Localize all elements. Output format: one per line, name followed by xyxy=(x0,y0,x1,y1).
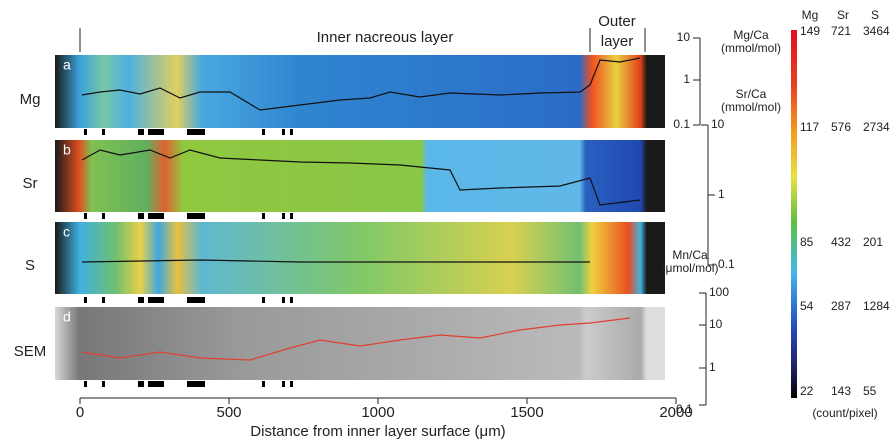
tick: 10 xyxy=(709,317,723,331)
colorbar-label: 143 xyxy=(831,384,851,398)
map-sem xyxy=(55,307,665,380)
map-mg xyxy=(55,55,665,128)
tick: 0.1 xyxy=(673,117,690,131)
tick: 0.1 xyxy=(676,402,693,416)
axis-label: (mmol/mol) xyxy=(721,100,781,114)
colorbar-label: 1284 xyxy=(863,299,890,313)
colorbar-header: Mg xyxy=(802,8,819,22)
axis-label: Mn/Ca xyxy=(672,248,708,262)
tick: 10 xyxy=(711,117,725,131)
right-axis xyxy=(693,37,715,406)
tick: 10 xyxy=(677,30,691,44)
tick: 100 xyxy=(709,285,729,299)
profile xyxy=(81,317,631,361)
profile xyxy=(81,57,641,111)
colorbar-unit: (count/pixel) xyxy=(812,406,877,420)
colorbar-label: 201 xyxy=(863,235,883,249)
profile xyxy=(81,259,590,263)
row-label: SEM xyxy=(14,343,47,360)
colorbar-label: 432 xyxy=(831,235,851,249)
x-tick-label: 1500 xyxy=(510,404,543,421)
panel-letter: c xyxy=(63,224,70,240)
row-label: Mg xyxy=(20,91,41,108)
header-outer: Outer xyxy=(598,13,636,30)
x-tick-label: 500 xyxy=(216,404,241,421)
panel-letter: b xyxy=(63,142,71,158)
colorbar-label: 55 xyxy=(863,384,877,398)
colorbar xyxy=(791,30,797,398)
map-sr xyxy=(55,140,665,212)
panel-letter: a xyxy=(63,57,71,73)
x-tick-label: 0 xyxy=(76,404,84,421)
tick: 1 xyxy=(718,187,725,201)
axis-label: Mg/Ca xyxy=(733,28,769,42)
x-axis xyxy=(79,397,677,404)
colorbar-label: 85 xyxy=(800,235,814,249)
colorbar-label: 22 xyxy=(800,384,814,398)
colorbar-header: S xyxy=(871,8,879,22)
tick: 1 xyxy=(683,72,690,86)
colorbar-label: 2734 xyxy=(863,120,890,134)
colorbar-label: 117 xyxy=(800,120,819,134)
profile xyxy=(81,149,641,206)
x-axis-label: Distance from inner layer surface (μm) xyxy=(250,423,505,440)
colorbar-label: 149 xyxy=(800,24,820,38)
colorbar-label: 3464 xyxy=(863,24,890,38)
tick: 0.1 xyxy=(718,257,735,271)
axis-label: Sr/Ca xyxy=(736,87,767,101)
map-s xyxy=(55,222,665,294)
marks xyxy=(84,129,293,387)
colorbar-label: 287 xyxy=(831,299,851,313)
colorbar-label: 576 xyxy=(831,120,851,134)
tick: 1 xyxy=(709,360,716,374)
axis-label: (mmol/mol) xyxy=(721,41,781,55)
x-tick-label: 2000 xyxy=(659,404,692,421)
header-inner: Inner nacreous layer xyxy=(317,29,454,46)
header-outer: layer xyxy=(601,33,634,50)
row-label: S xyxy=(25,257,35,274)
x-tick-label: 1000 xyxy=(361,404,394,421)
colorbar-header: Sr xyxy=(837,8,849,22)
panel-letter: d xyxy=(63,309,71,325)
colorbar-label: 721 xyxy=(831,24,851,38)
axis-label: (μmol/mol) xyxy=(662,261,719,275)
row-label: Sr xyxy=(23,175,38,192)
colorbar-label: 54 xyxy=(800,299,814,313)
